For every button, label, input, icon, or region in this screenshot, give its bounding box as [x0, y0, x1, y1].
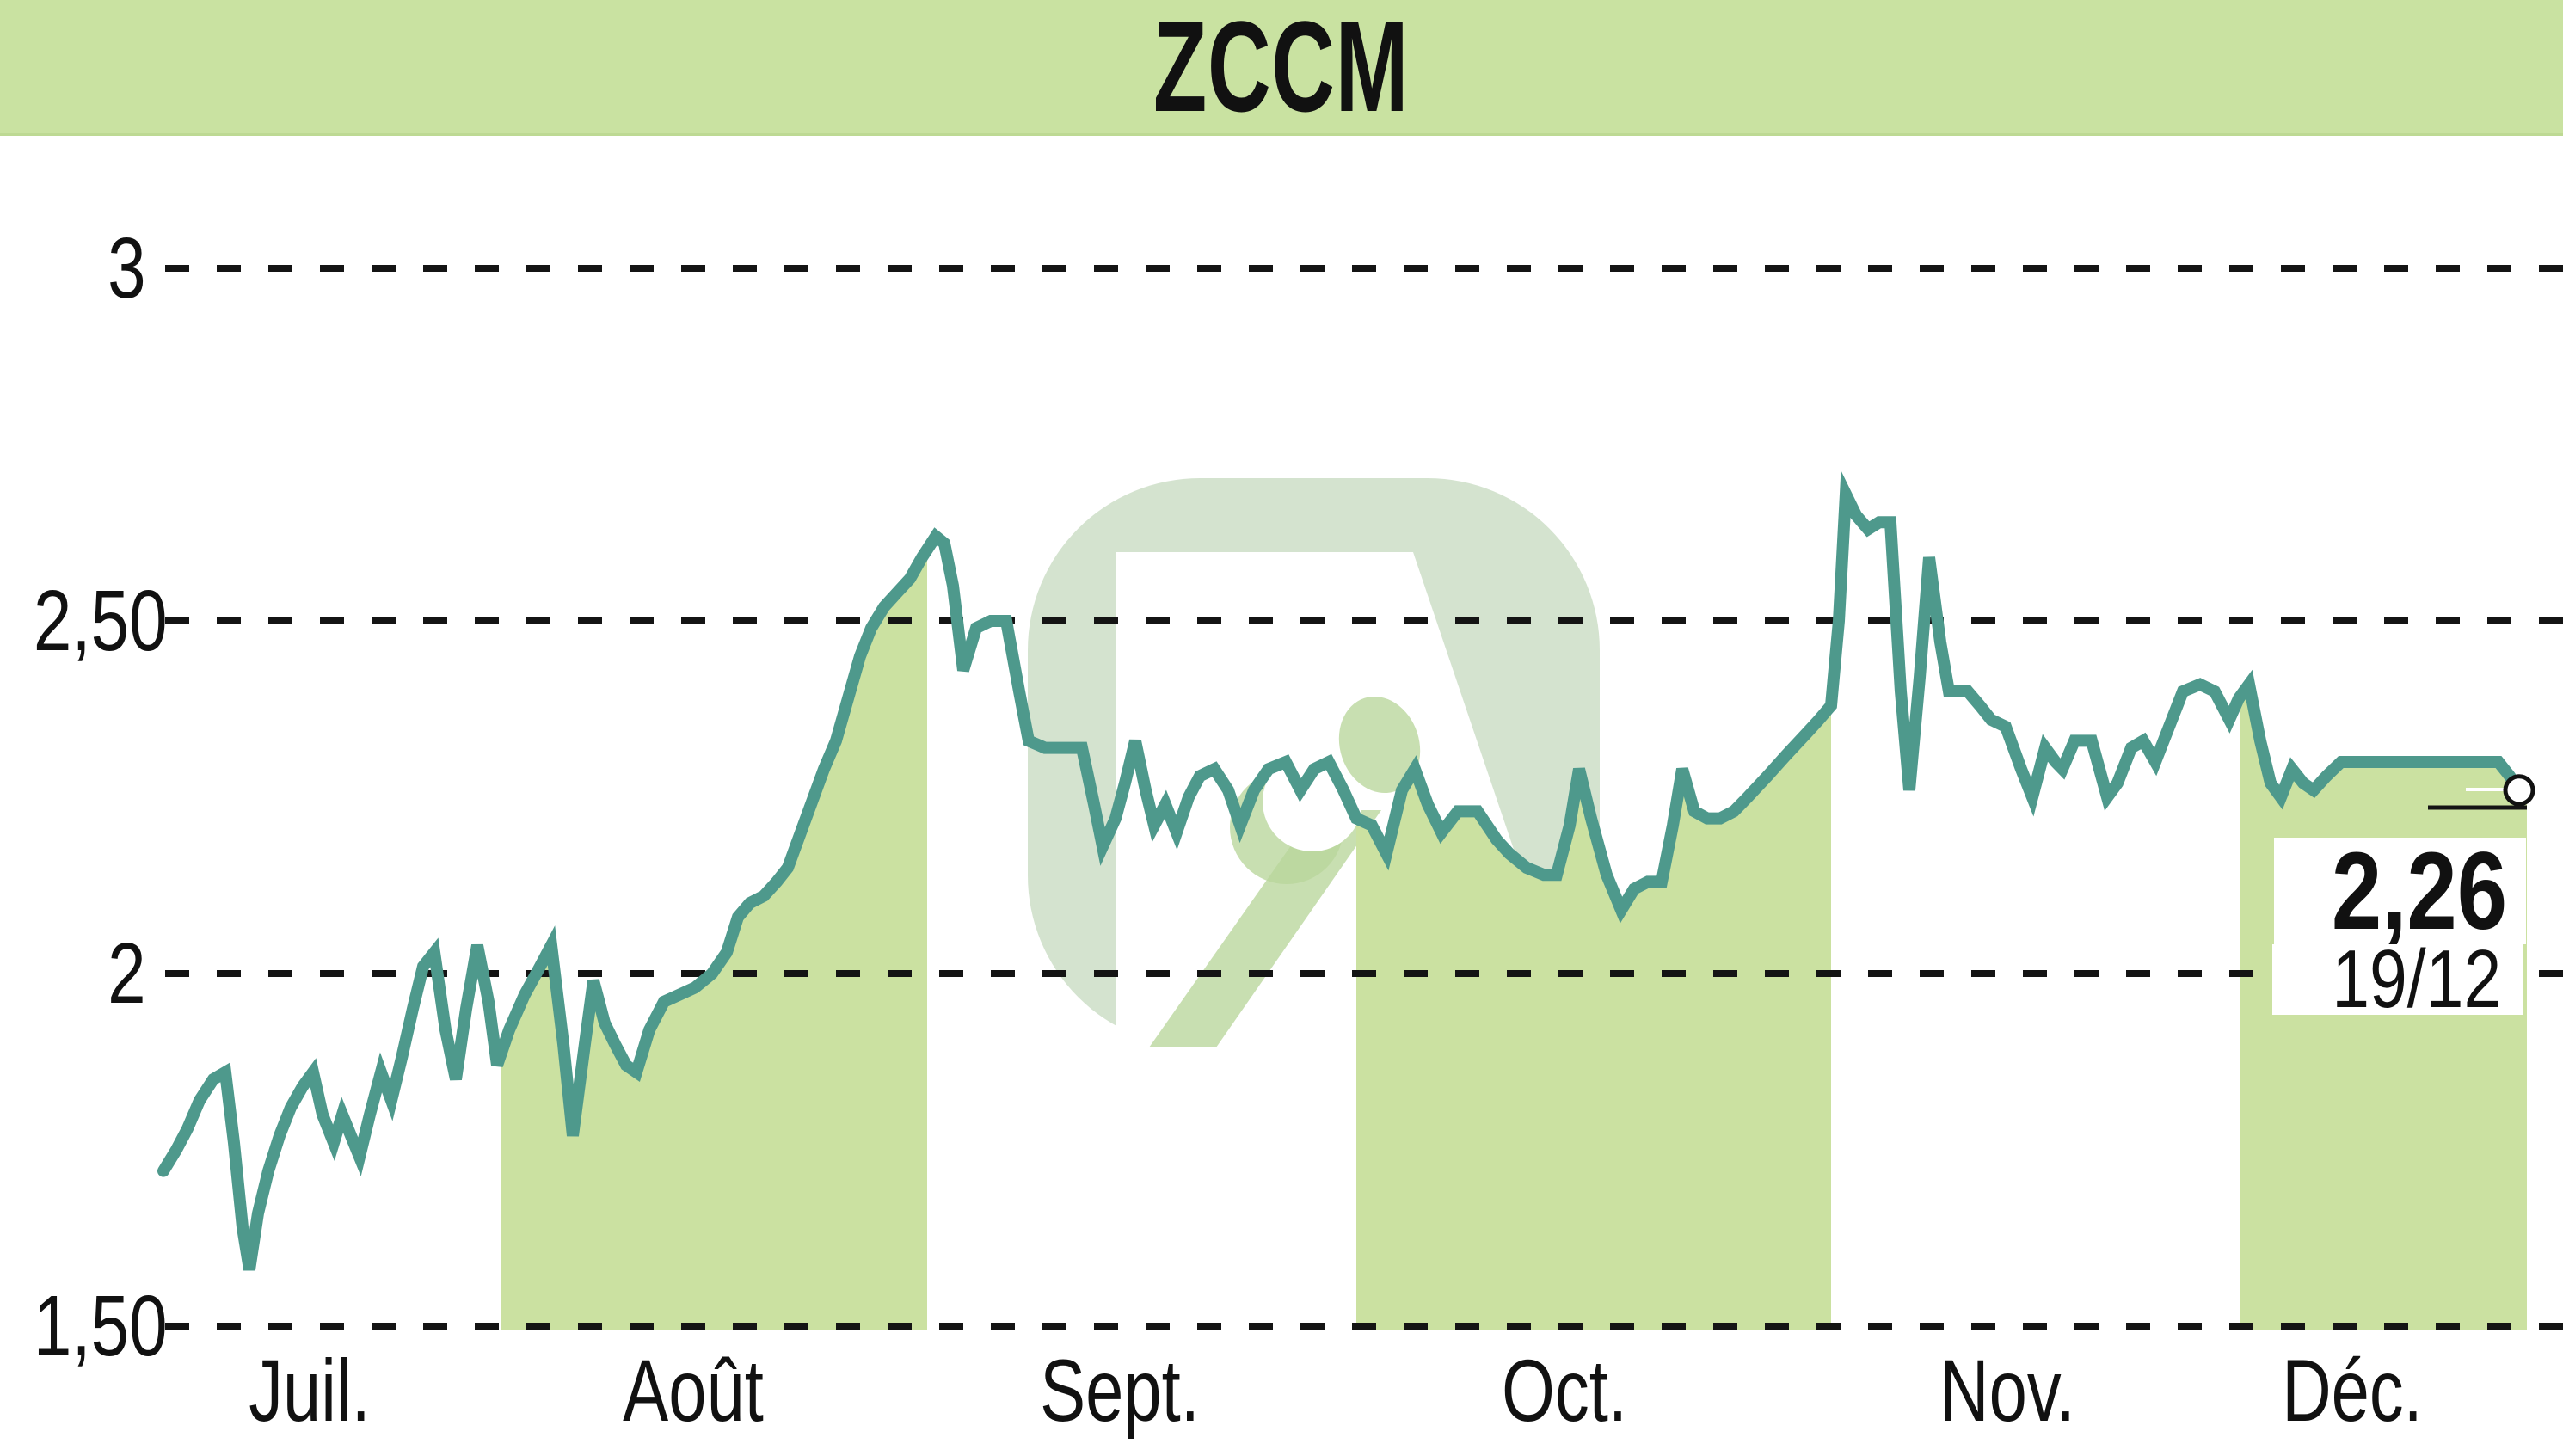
gridlines	[165, 265, 2563, 1330]
stock-title: ZCCM	[1153, 0, 1410, 138]
x-axis-label-Août: Août	[623, 1342, 764, 1440]
x-axis-label-Juil.: Juil.	[249, 1342, 371, 1440]
title-banner: ZCCM	[0, 0, 2563, 138]
y-axis-label-1,50: 1,50	[33, 1278, 168, 1374]
last-price-marker	[2503, 774, 2535, 807]
x-axis-label-Nov.: Nov.	[1939, 1342, 2075, 1440]
y-axis-label-2,50: 2,50	[33, 573, 168, 669]
shaded-band-Août	[501, 550, 927, 1330]
price-line	[157, 470, 2525, 1271]
last-price-date: 19/12	[2271, 933, 2523, 1025]
shaded-band-Oct.	[1356, 705, 1831, 1330]
x-axis-label-Oct.: Oct.	[1502, 1342, 1627, 1440]
x-axis-label-Sept.: Sept.	[1040, 1342, 1200, 1440]
y-axis-label-3: 3	[108, 220, 147, 316]
last-price-label: 2,26	[2273, 830, 2526, 953]
y-axis-label-2: 2	[108, 925, 147, 1022]
x-axis-label-Déc.: Déc.	[2282, 1342, 2423, 1440]
